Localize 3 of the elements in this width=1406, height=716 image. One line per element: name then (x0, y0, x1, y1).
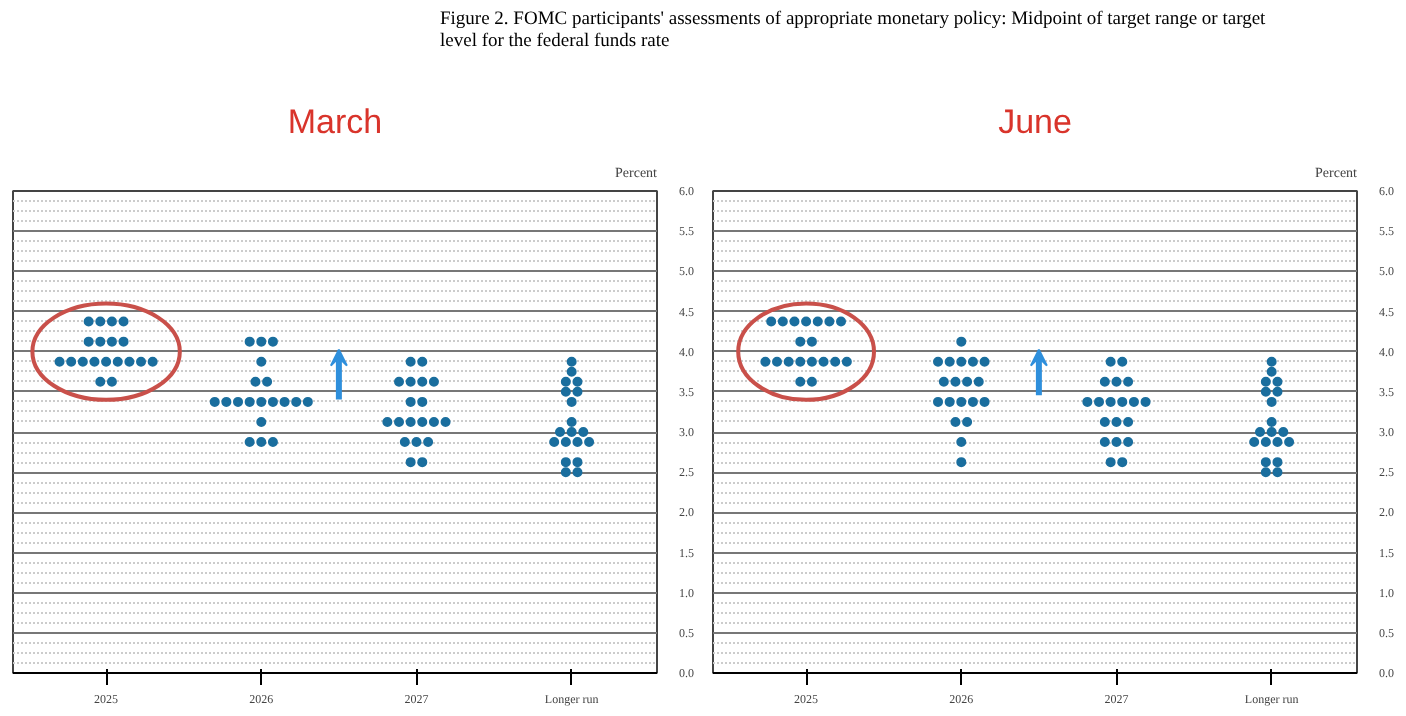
chart-subtitle: June (998, 103, 1072, 141)
text: Figure 2. FOMC participants' assessments of appropriate monetary policy: Midpoint of target range or target level for the federal funds rate (440, 10, 1268, 56)
chart-subtitle: March (287, 103, 383, 141)
